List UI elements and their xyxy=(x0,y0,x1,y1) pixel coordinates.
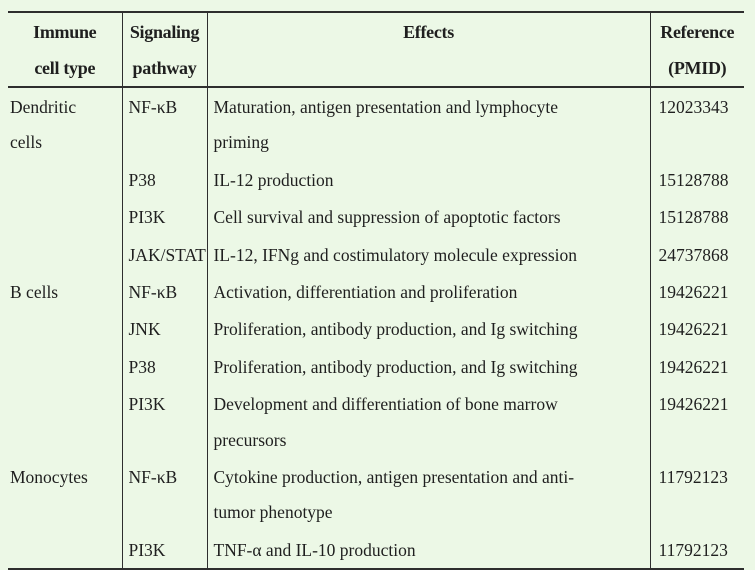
table-row: P38 Proliferation, antibody production, a… xyxy=(8,347,744,386)
pmid-cell: 11792123 xyxy=(649,530,744,570)
pmid-cell: 24737868 xyxy=(649,235,744,274)
effect-line: Proliferation, antibody production, and … xyxy=(213,356,578,377)
cell-type-line: B cells xyxy=(10,282,59,303)
pathway-cell: NF-κB xyxy=(121,458,207,531)
col-header-cell-type: Immune cell type xyxy=(8,12,122,88)
effect-cell: TNF-α and IL-10 production xyxy=(206,530,650,570)
effect-cell: IL-12, IFNg and costimulatory molecule e… xyxy=(206,235,650,274)
cell-type-line: Dendritic xyxy=(10,97,77,117)
pathway-cell: P38 xyxy=(121,347,207,386)
pathway-cell: JNK xyxy=(121,310,207,348)
col-header-pathway-line: pathway xyxy=(132,58,197,78)
cell-type-cell: Monocytes xyxy=(8,458,122,569)
col-header-cell-type-line: cell type xyxy=(34,58,96,78)
cell-type-cell: B cells xyxy=(8,273,122,458)
effect-cell: Cytokine production, antigen presentatio… xyxy=(206,458,650,531)
table-row: P38 IL-12 production 15128788 xyxy=(8,160,744,199)
effect-cell: IL-12 production xyxy=(206,160,650,199)
immune-signaling-table: Immune cell type Signaling pathway Effects Re… xyxy=(8,11,744,570)
table-row: PI3K Cell survival and suppression of apo… xyxy=(8,198,744,236)
cell-type-line: Monocytes xyxy=(10,467,88,488)
effect-cell: Activation, differentiation and prolifer… xyxy=(206,273,650,311)
effect-line: tumor phenotype xyxy=(213,502,333,523)
effect-line: Cytokine production, antigen presentatio… xyxy=(213,467,575,488)
table-row: JAK/STAT IL-12, IFNg and costimulatory mo… xyxy=(8,235,744,274)
pathway-cell: NF-κB xyxy=(121,87,207,161)
effect-line: TNF-α and IL-10 production xyxy=(213,539,416,560)
pmid-cell: 12023343 xyxy=(649,87,744,161)
effect-line: priming xyxy=(213,132,269,153)
effect-line: Proliferation, antibody production, and … xyxy=(213,319,578,340)
effect-line: Activation, differentiation and prolifer… xyxy=(213,282,518,303)
col-header-cell-type-line: Immune xyxy=(33,22,97,42)
col-header-reference-line: Reference xyxy=(660,22,735,42)
effect-line: Development and differentiation of bone … xyxy=(213,394,558,415)
col-header-reference-line: (PMID) xyxy=(668,58,727,78)
cell-type-cell: Dendritic cells xyxy=(8,87,122,273)
cell-type-line: cells xyxy=(10,132,43,153)
pmid-cell: 19426221 xyxy=(649,385,744,459)
col-header-pathway-line: Signaling xyxy=(129,22,200,42)
pmid-cell: 19426221 xyxy=(649,347,744,386)
pathway-cell: PI3K xyxy=(121,530,207,570)
table-body: Dendritic cells NF-κB Maturation, antigen p… xyxy=(8,87,744,570)
pathway-cell: PI3K xyxy=(121,198,207,236)
col-header-reference: Reference (PMID) xyxy=(649,12,744,88)
table-header: Immune cell type Signaling pathway Effects Re… xyxy=(8,12,744,88)
effect-line: IL-12 production xyxy=(213,169,334,190)
header-row: Immune cell type Signaling pathway Effects Re… xyxy=(8,12,744,88)
effect-cell: Cell survival and suppression of apoptot… xyxy=(206,198,650,236)
pmid-cell: 15128788 xyxy=(649,160,744,199)
col-header-effects: Effects xyxy=(206,12,650,88)
pmid-cell: 11792123 xyxy=(649,458,744,531)
effect-line: IL-12, IFNg and costimulatory molecule e… xyxy=(213,244,578,265)
col-header-effects-line: Effects xyxy=(403,22,454,42)
immune-signaling-table-wrap: Immune cell type Signaling pathway Effects Re… xyxy=(8,11,744,570)
effect-line: Cell survival and suppression of apoptot… xyxy=(213,207,561,228)
table-row: PI3K Development and differentiation of b… xyxy=(8,385,744,459)
table-row: JNK Proliferation, antibody production, a… xyxy=(8,310,744,348)
pathway-cell: PI3K xyxy=(121,385,207,459)
effect-cell: Maturation, antigen presentation and lym… xyxy=(206,87,650,161)
table-row: Monocytes NF-κB Cytokine production, antig… xyxy=(8,458,744,531)
pmid-cell: 19426221 xyxy=(649,273,744,311)
pmid-cell: 15128788 xyxy=(649,198,744,236)
pathway-cell: NF-κB xyxy=(121,273,207,311)
pmid-cell: 19426221 xyxy=(649,310,744,348)
effect-line: Maturation, antigen presentation and lym… xyxy=(213,97,559,117)
effect-line: precursors xyxy=(213,429,287,450)
table-row: Dendritic cells NF-κB Maturation, antigen p… xyxy=(8,87,744,161)
pathway-cell: P38 xyxy=(121,160,207,199)
effect-cell: Proliferation, antibody production, and … xyxy=(206,347,650,386)
effect-cell: Development and differentiation of bone … xyxy=(206,385,650,459)
table-row: B cells NF-κB Activation, differentiation … xyxy=(8,273,744,311)
pathway-cell: JAK/STAT xyxy=(121,235,207,274)
effect-cell: Proliferation, antibody production, and … xyxy=(206,310,650,348)
col-header-pathway: Signaling pathway xyxy=(121,12,207,88)
